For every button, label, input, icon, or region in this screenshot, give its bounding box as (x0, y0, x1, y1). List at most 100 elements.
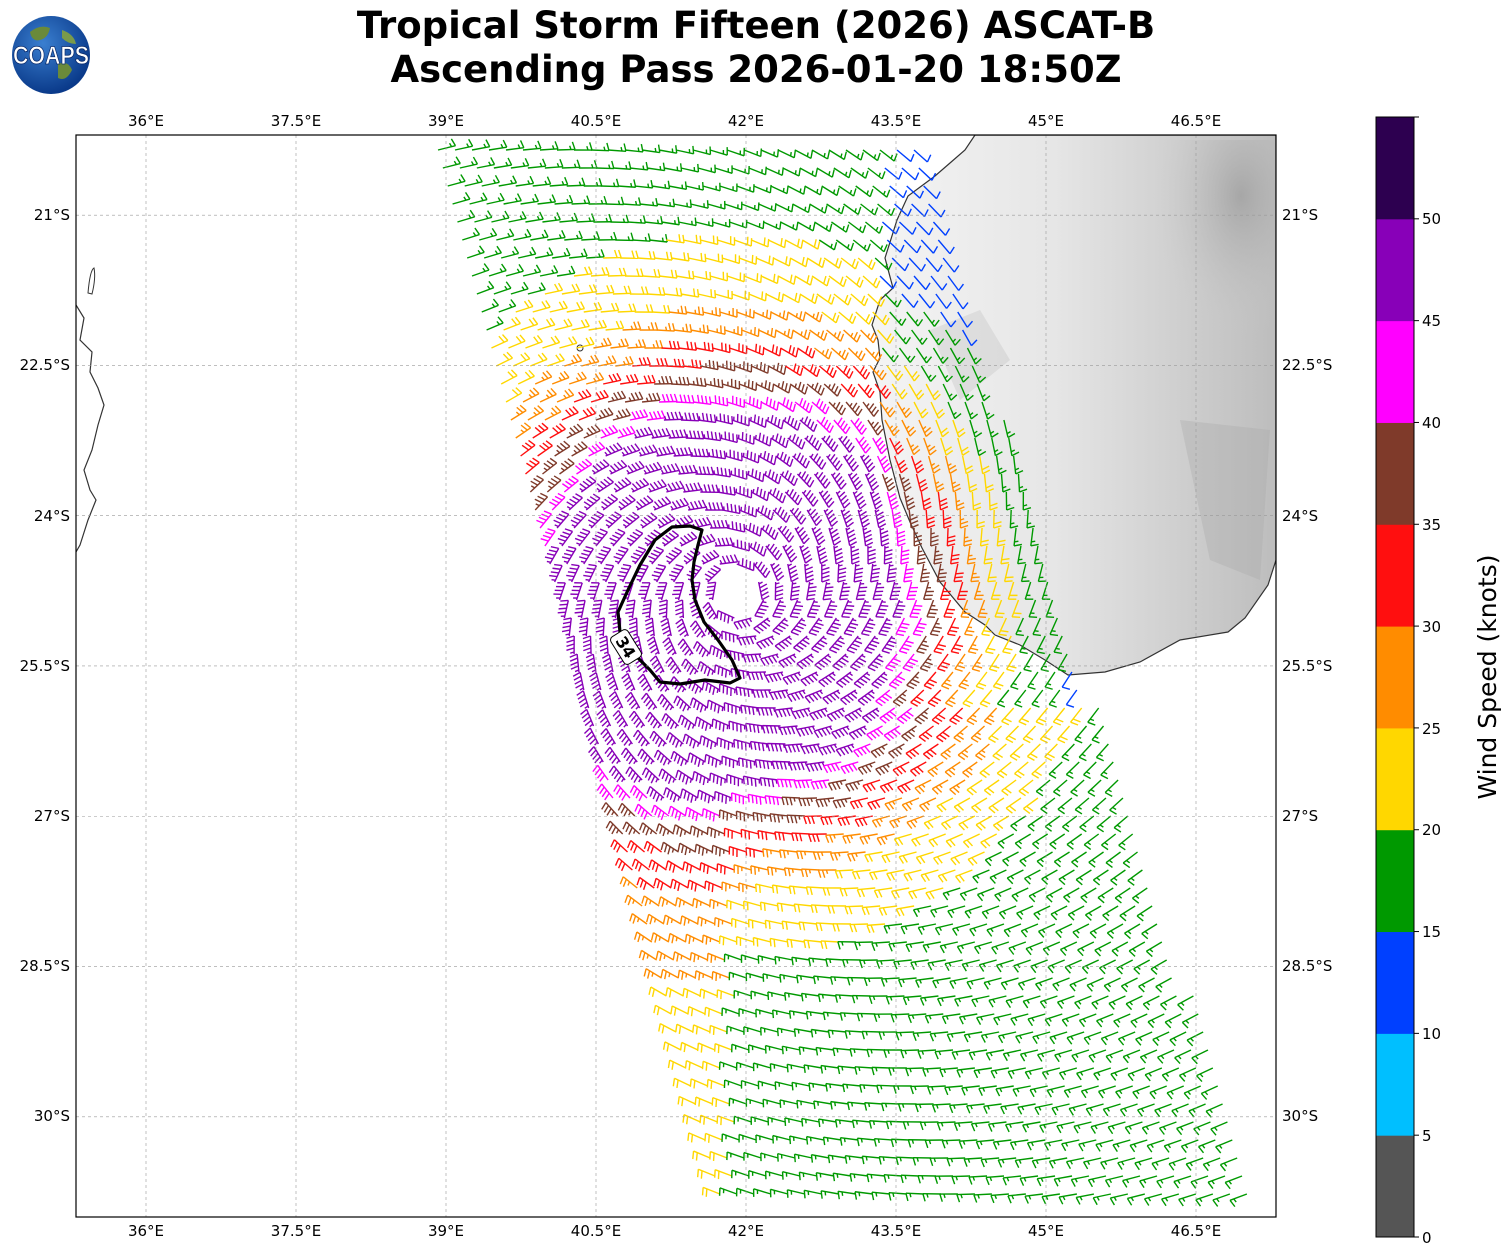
wind-barb (776, 1152, 796, 1162)
wind-barb (624, 391, 644, 403)
wind-barb (798, 797, 817, 807)
wind-barb (1031, 1157, 1051, 1169)
wind-barb (493, 157, 513, 169)
wind-barb (1036, 1175, 1056, 1187)
wind-barb (609, 459, 628, 475)
wind-barb (536, 510, 552, 529)
wind-barb (734, 485, 753, 499)
wind-barb (1125, 995, 1143, 1011)
wind-barb (842, 1083, 861, 1093)
wind-barb (992, 671, 1005, 690)
lon-tick: 43.5°E (871, 112, 921, 130)
wind-barb (793, 635, 810, 653)
wind-barb (766, 866, 786, 876)
wind-barb (649, 357, 668, 367)
wind-barb (1154, 1103, 1172, 1118)
wind-barb (805, 1135, 825, 1145)
wind-barb (498, 299, 517, 313)
wind-barb (836, 671, 853, 688)
wind-barb (554, 318, 573, 331)
wind-barb (915, 977, 934, 988)
wind-barb (966, 707, 981, 726)
wind-barb (759, 901, 779, 912)
wind-barb (923, 437, 937, 456)
wind-barb (1032, 617, 1042, 637)
wind-barb (1008, 437, 1020, 457)
wind-barb (1070, 707, 1083, 726)
wind-barb (797, 345, 816, 359)
wind-barb (723, 702, 742, 715)
wind-barb (658, 896, 677, 907)
wind-barb (1017, 1103, 1036, 1115)
wind-barb (949, 473, 961, 493)
wind-barb (561, 617, 572, 637)
wind-barb (668, 181, 688, 191)
wind-barb (983, 545, 993, 565)
wind-barb (857, 509, 871, 528)
wind-barb (976, 1013, 995, 1025)
wind-barb (701, 1060, 721, 1071)
wind-barb (663, 287, 683, 297)
wind-barb (833, 417, 851, 435)
wind-barb (658, 145, 678, 154)
wind-barb (939, 1193, 958, 1202)
wind-barb (731, 413, 750, 427)
wind-barb (907, 1139, 927, 1148)
wind-barb (646, 410, 666, 421)
wind-barb (828, 635, 845, 654)
wind-barb (939, 941, 958, 954)
wind-barb (699, 862, 718, 874)
wind-barb (1071, 1049, 1090, 1063)
wind-barb (909, 599, 923, 619)
wind-barb (901, 797, 920, 812)
wind-barb (767, 362, 787, 376)
wind-barb (1117, 1157, 1136, 1170)
wind-barb (746, 468, 765, 483)
wind-barb (771, 760, 791, 770)
wind-barb (717, 236, 736, 246)
wind-barb (906, 581, 919, 601)
wind-barb (1102, 905, 1119, 922)
wind-barb (942, 887, 961, 901)
wind-barb (809, 707, 828, 721)
wind-barb (776, 1027, 796, 1037)
wind-barb (483, 245, 502, 259)
wind-barb (668, 429, 688, 439)
wind-barb (835, 365, 854, 379)
wind-barb (1159, 995, 1177, 1011)
wind-barb (705, 581, 717, 601)
wind-barb (566, 301, 586, 313)
wind-barb (832, 1047, 852, 1057)
wind-barb (721, 630, 740, 643)
wind-barb (1063, 1085, 1082, 1098)
wind-barb (823, 383, 842, 397)
wind-barb (1105, 1049, 1124, 1064)
wind-barb (610, 839, 629, 853)
wind-barb (966, 779, 983, 796)
wind-barb (915, 473, 929, 493)
wind-barb (922, 1067, 941, 1077)
wind-barb (931, 1103, 951, 1113)
wind-barb (637, 748, 655, 765)
colorbar-segment (1376, 422, 1414, 525)
wind-barb (787, 433, 806, 450)
wind-barb (901, 725, 917, 742)
wind-barb (471, 139, 491, 151)
wind-barb (714, 1169, 733, 1180)
wind-barb (919, 563, 930, 583)
wind-barb (843, 203, 862, 215)
wind-barb (676, 394, 695, 404)
wind-barb (992, 1139, 1012, 1150)
wind-barb (976, 509, 985, 529)
wind-barb (881, 473, 896, 492)
wind-barb (1013, 959, 1031, 973)
wind-barb (723, 953, 742, 963)
map-frame (75, 134, 1277, 1218)
wind-barb (956, 581, 968, 600)
lon-tick: 43.5°E (871, 1222, 921, 1240)
wind-barb (906, 185, 925, 199)
wind-barb (651, 180, 671, 190)
wind-barb (634, 304, 654, 313)
wind-barb (736, 308, 755, 319)
wind-barb (879, 527, 890, 547)
